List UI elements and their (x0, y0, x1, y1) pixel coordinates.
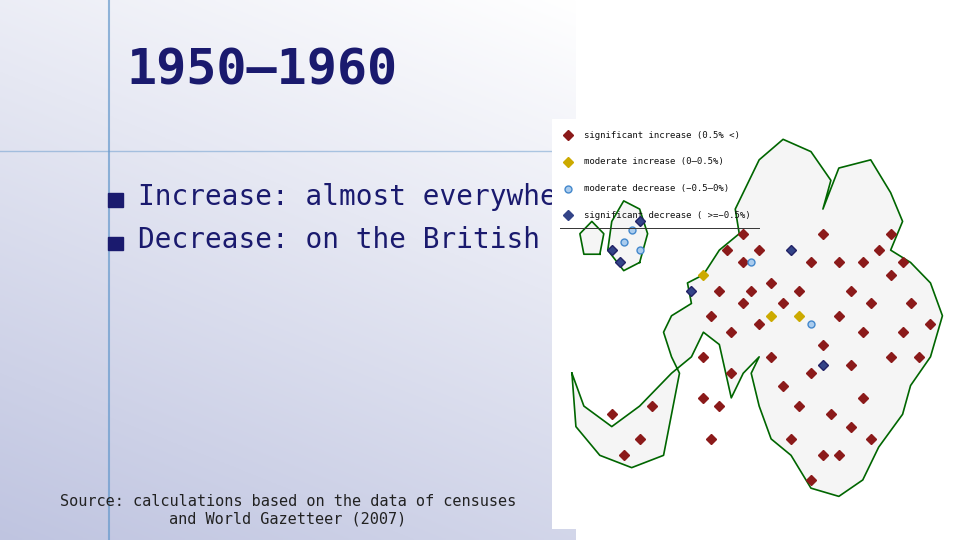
Text: moderate decrease (−0.5–0%): moderate decrease (−0.5–0%) (584, 184, 729, 193)
Polygon shape (580, 221, 604, 254)
Text: moderate increase (0–0.5%): moderate increase (0–0.5%) (584, 157, 724, 166)
Polygon shape (572, 139, 943, 496)
Text: significant decrease ( >=−0.5%): significant decrease ( >=−0.5%) (584, 211, 751, 220)
Bar (108, 193, 123, 207)
Text: significant increase (0.5% <): significant increase (0.5% <) (584, 131, 740, 140)
Bar (108, 237, 123, 250)
Text: Increase: almost everywhere: Increase: almost everywhere (138, 183, 590, 211)
Text: Decrease: on the British Isles: Decrease: on the British Isles (138, 226, 640, 254)
Text: 1950–1960: 1950–1960 (127, 46, 397, 94)
Polygon shape (608, 201, 648, 271)
Text: Source: calculations based on the data of censuses
and World Gazetteer (2007): Source: calculations based on the data o… (60, 494, 516, 526)
